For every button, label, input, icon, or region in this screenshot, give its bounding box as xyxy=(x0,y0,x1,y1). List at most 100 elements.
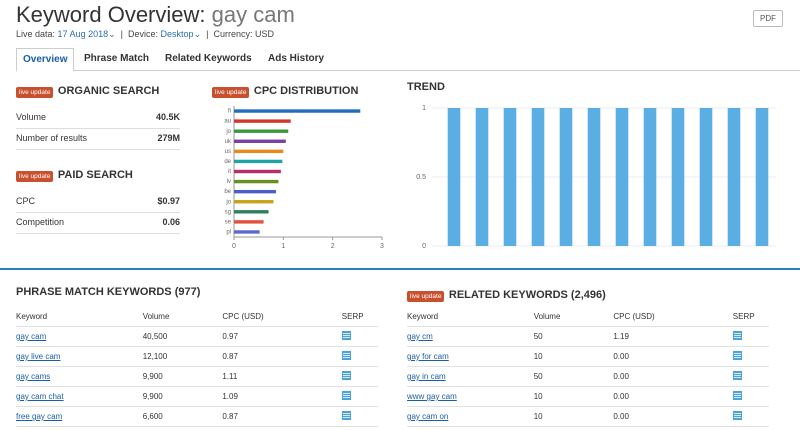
bar xyxy=(234,189,276,194)
keyword-link[interactable]: gay cam on xyxy=(407,412,449,421)
tab[interactable]: Overview xyxy=(16,48,75,72)
page-title: Keyword Overview: gay cam xyxy=(16,2,295,28)
keyword-link[interactable]: gay live cam xyxy=(16,352,61,361)
column-header: SERP xyxy=(341,307,378,327)
header-row: Keyword Volume CPC (USD) SERP xyxy=(407,307,769,327)
section-title: TREND xyxy=(407,81,445,93)
cell: 6,600 xyxy=(142,406,223,427)
y-tick-label: be xyxy=(224,189,231,195)
section-title: CPC DISTRIBUTION xyxy=(253,85,359,97)
table-row: gay in cam 50 0.00 xyxy=(407,366,769,387)
serp-icon[interactable] xyxy=(341,331,351,340)
bar xyxy=(234,149,284,154)
section-title: RELATED KEYWORDS (2,496) xyxy=(448,289,606,301)
organic-rows: Volume 40.5K Number of results 279M xyxy=(16,108,180,150)
cell: gay for cam xyxy=(407,346,534,367)
tab[interactable]: Ads History xyxy=(268,53,325,64)
cell: 10 xyxy=(533,406,614,427)
bar xyxy=(234,179,279,184)
badge: live update xyxy=(16,171,54,182)
x-tick-label: 3 xyxy=(380,243,384,250)
keyword-link[interactable]: www gay cam xyxy=(407,392,457,401)
serp-icon[interactable] xyxy=(732,391,742,400)
kv-label: CPC xyxy=(16,196,36,206)
keyword-link[interactable]: gay cam chat xyxy=(16,392,64,401)
cell xyxy=(341,346,378,367)
tab[interactable]: Related Keywords xyxy=(165,53,252,64)
serp-icon[interactable] xyxy=(732,331,742,340)
y-tick-label: 0 xyxy=(422,243,426,250)
serp-icon[interactable] xyxy=(341,371,351,380)
kv-label: Number of results xyxy=(16,133,88,143)
kv-row: CPC $0.97 xyxy=(16,192,180,213)
bar xyxy=(615,108,629,246)
serp-icon[interactable] xyxy=(341,391,351,400)
bar xyxy=(234,129,289,133)
serp-icon[interactable] xyxy=(732,351,742,360)
serp-icon[interactable] xyxy=(732,371,742,380)
keyword-link[interactable]: gay cm xyxy=(407,332,433,341)
table-row: gay cam 40,500 0.97 xyxy=(16,326,378,347)
bar xyxy=(699,108,713,246)
kv-value: 0.06 xyxy=(162,217,180,227)
y-tick-label: de xyxy=(224,159,231,165)
bar xyxy=(755,108,769,246)
y-tick-label: jo xyxy=(225,199,231,205)
cell: 0.00 xyxy=(613,346,733,367)
section-title: PAID SEARCH xyxy=(57,169,133,181)
pdf-button[interactable]: PDF xyxy=(753,10,783,27)
bar xyxy=(671,108,685,246)
live-date[interactable]: 17 Aug 2018 xyxy=(57,29,109,39)
y-tick-label: fi xyxy=(228,109,231,115)
meta-bar: Live data: 17 Aug 2018⌄ | Device: Deskto… xyxy=(16,29,274,39)
column-header: Volume xyxy=(533,307,614,327)
bar xyxy=(234,210,269,214)
live-label: Live data: xyxy=(16,29,56,39)
kv-row: Number of results 279M xyxy=(16,129,180,150)
y-tick-label: uk xyxy=(225,139,232,145)
cell: 12,100 xyxy=(142,346,223,367)
cell: gay cam xyxy=(16,326,143,347)
cell: gay cam on xyxy=(407,406,534,427)
y-tick-label: pl xyxy=(226,230,231,236)
keyword-link[interactable]: free gay cam xyxy=(16,412,63,421)
tabs: Overview Phrase Match Related Keywords Ads … xyxy=(16,48,800,72)
bar xyxy=(234,169,281,174)
cell xyxy=(341,326,378,347)
y-tick-label: sg xyxy=(225,209,231,215)
tab[interactable]: Phrase Match xyxy=(84,53,150,64)
column-header: Keyword xyxy=(16,307,143,327)
bar xyxy=(727,108,741,246)
cell: 9,900 xyxy=(142,366,223,387)
y-tick-label: lv xyxy=(227,179,231,185)
device-select[interactable]: Desktop xyxy=(160,29,194,39)
cell xyxy=(341,406,378,427)
serp-icon[interactable] xyxy=(341,411,351,420)
cell: gay cm xyxy=(407,326,534,347)
y-tick-label: jo xyxy=(225,129,231,135)
x-tick-label: 0 xyxy=(232,243,236,250)
keyword-link[interactable]: gay cams xyxy=(16,372,51,381)
cell: 10 xyxy=(533,386,614,407)
badge: live update xyxy=(212,87,250,98)
table-row: gay cam on 10 0.00 xyxy=(407,406,769,427)
serp-icon[interactable] xyxy=(341,351,351,360)
keyword-link[interactable]: gay in cam xyxy=(407,372,446,381)
keyword-link[interactable]: gay for cam xyxy=(407,352,449,361)
cell: 0.97 xyxy=(222,326,342,347)
cell xyxy=(732,346,769,367)
organic-header: live update ORGANIC SEARCH xyxy=(16,81,159,99)
bar xyxy=(234,200,274,204)
cell: 40,500 xyxy=(142,326,223,347)
kv-value: 40.5K xyxy=(155,112,180,122)
title-keyword: gay cam xyxy=(211,2,295,27)
phrase-table: Keyword Volume CPC (USD) SERP gay cam 40,500 0… xyxy=(16,307,378,427)
trend-chart: 00.51 xyxy=(416,105,776,250)
keyword-link[interactable]: gay cam xyxy=(16,332,47,341)
serp-icon[interactable] xyxy=(732,411,742,420)
bar xyxy=(234,220,264,224)
cpc-chart: 0 1 2 3 fi au jo uk us de it lv be jo sg se pl xyxy=(224,106,384,250)
cell: 0.00 xyxy=(613,386,733,407)
table-row: gay cm 50 1.19 xyxy=(407,326,769,347)
